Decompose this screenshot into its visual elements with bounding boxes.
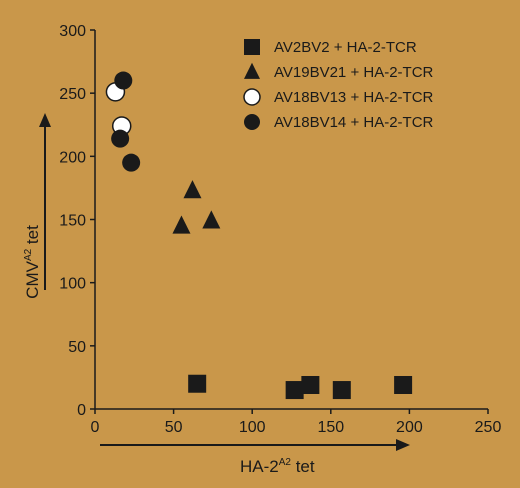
x-tick-label: 200 — [396, 419, 423, 436]
y-tick-label: 200 — [59, 149, 86, 166]
x-tick-label: 100 — [239, 419, 266, 436]
x-tick-label: 250 — [475, 419, 502, 436]
y-axis-arrow-head — [39, 113, 51, 127]
data-point-filled-circle — [122, 153, 141, 172]
y-tick-label: 150 — [59, 213, 86, 230]
data-point-square — [285, 381, 304, 400]
legend-marker-triangle — [244, 62, 260, 79]
y-tick-label: 0 — [77, 402, 86, 419]
legend: AV2BV2 + HA-2-TCR AV19BV21 + HA-2-TCR AV18… — [243, 39, 434, 131]
legend-marker-open-circle — [243, 88, 261, 106]
y-tick-label: 100 — [59, 276, 86, 293]
legend-marker-square — [244, 39, 260, 55]
x-tick-label: 150 — [317, 419, 344, 436]
data-point-triangle — [183, 180, 202, 199]
y-tick-label: 250 — [59, 86, 86, 103]
x-tick-label: 50 — [165, 419, 183, 436]
data-point-triangle — [172, 215, 191, 234]
legend-label: AV18BV13 + HA-2-TCR — [274, 89, 434, 106]
data-point-filled-circle — [114, 71, 133, 90]
data-point-square — [394, 375, 413, 394]
data-point-triangle — [202, 210, 221, 229]
ticks: 0 50 100 150 200 250 0 50 100 150 200 250 300 — [59, 23, 501, 436]
legend-marker-filled-circle — [244, 114, 260, 130]
y-tick-label: 50 — [68, 339, 86, 356]
legend-label: AV2BV2 + HA-2-TCR — [274, 39, 417, 56]
y-tick-label: 300 — [59, 23, 86, 40]
y-axis-title: CMVA2 tet — [23, 225, 42, 299]
data-point-square — [188, 374, 207, 393]
y-axis-title-group: CMVA2 tet — [23, 113, 51, 299]
axes — [94, 30, 488, 410]
legend-label: AV18BV14 + HA-2-TCR — [274, 114, 434, 131]
data-point-square — [301, 375, 320, 394]
x-axis-title: HA-2A2 tet — [240, 457, 315, 476]
x-axis-arrow-head — [396, 439, 410, 451]
data-points — [105, 71, 413, 400]
data-point-filled-circle — [111, 129, 130, 148]
x-axis-title-group: HA-2A2 tet — [100, 439, 410, 476]
data-point-square — [332, 381, 351, 400]
legend-label: AV19BV21 + HA-2-TCR — [274, 64, 434, 81]
x-tick-label: 0 — [91, 419, 100, 436]
